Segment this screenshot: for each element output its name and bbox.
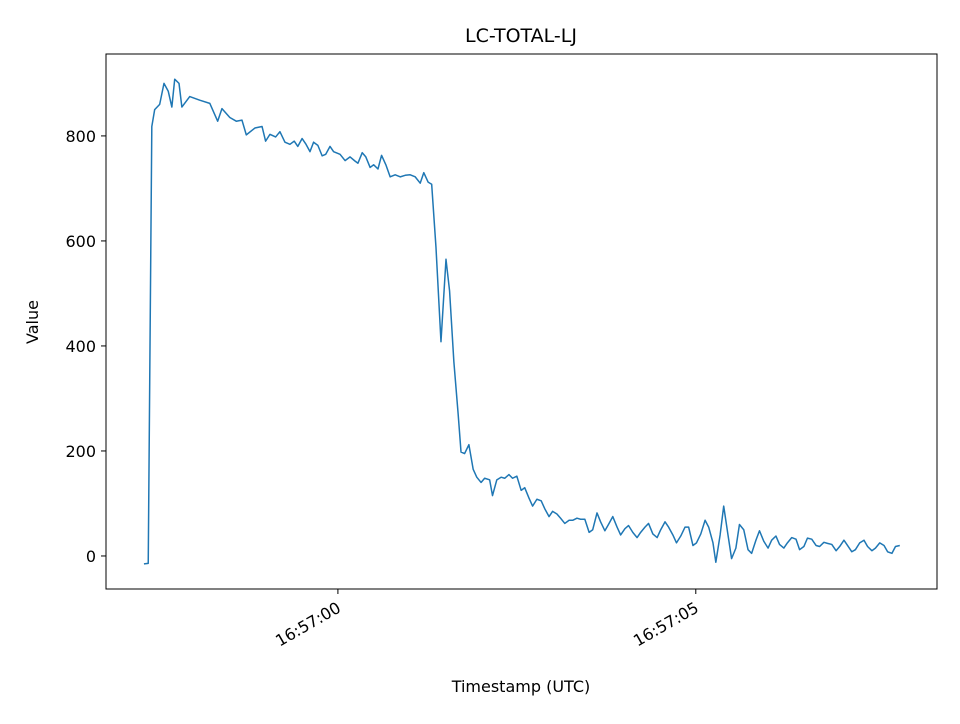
y-tick-label: 800	[65, 127, 96, 146]
x-axis-label: Timestamp (UTC)	[451, 677, 591, 696]
y-tick-label: 200	[65, 442, 96, 461]
y-axis-label: Value	[23, 300, 42, 344]
y-tick-label: 600	[65, 232, 96, 251]
plot-frame	[105, 53, 938, 590]
y-tick-label: 0	[86, 547, 96, 566]
chart-title: LC-TOTAL-LJ	[465, 25, 577, 47]
y-tick-label: 400	[65, 337, 96, 356]
line-series	[143, 78, 900, 565]
